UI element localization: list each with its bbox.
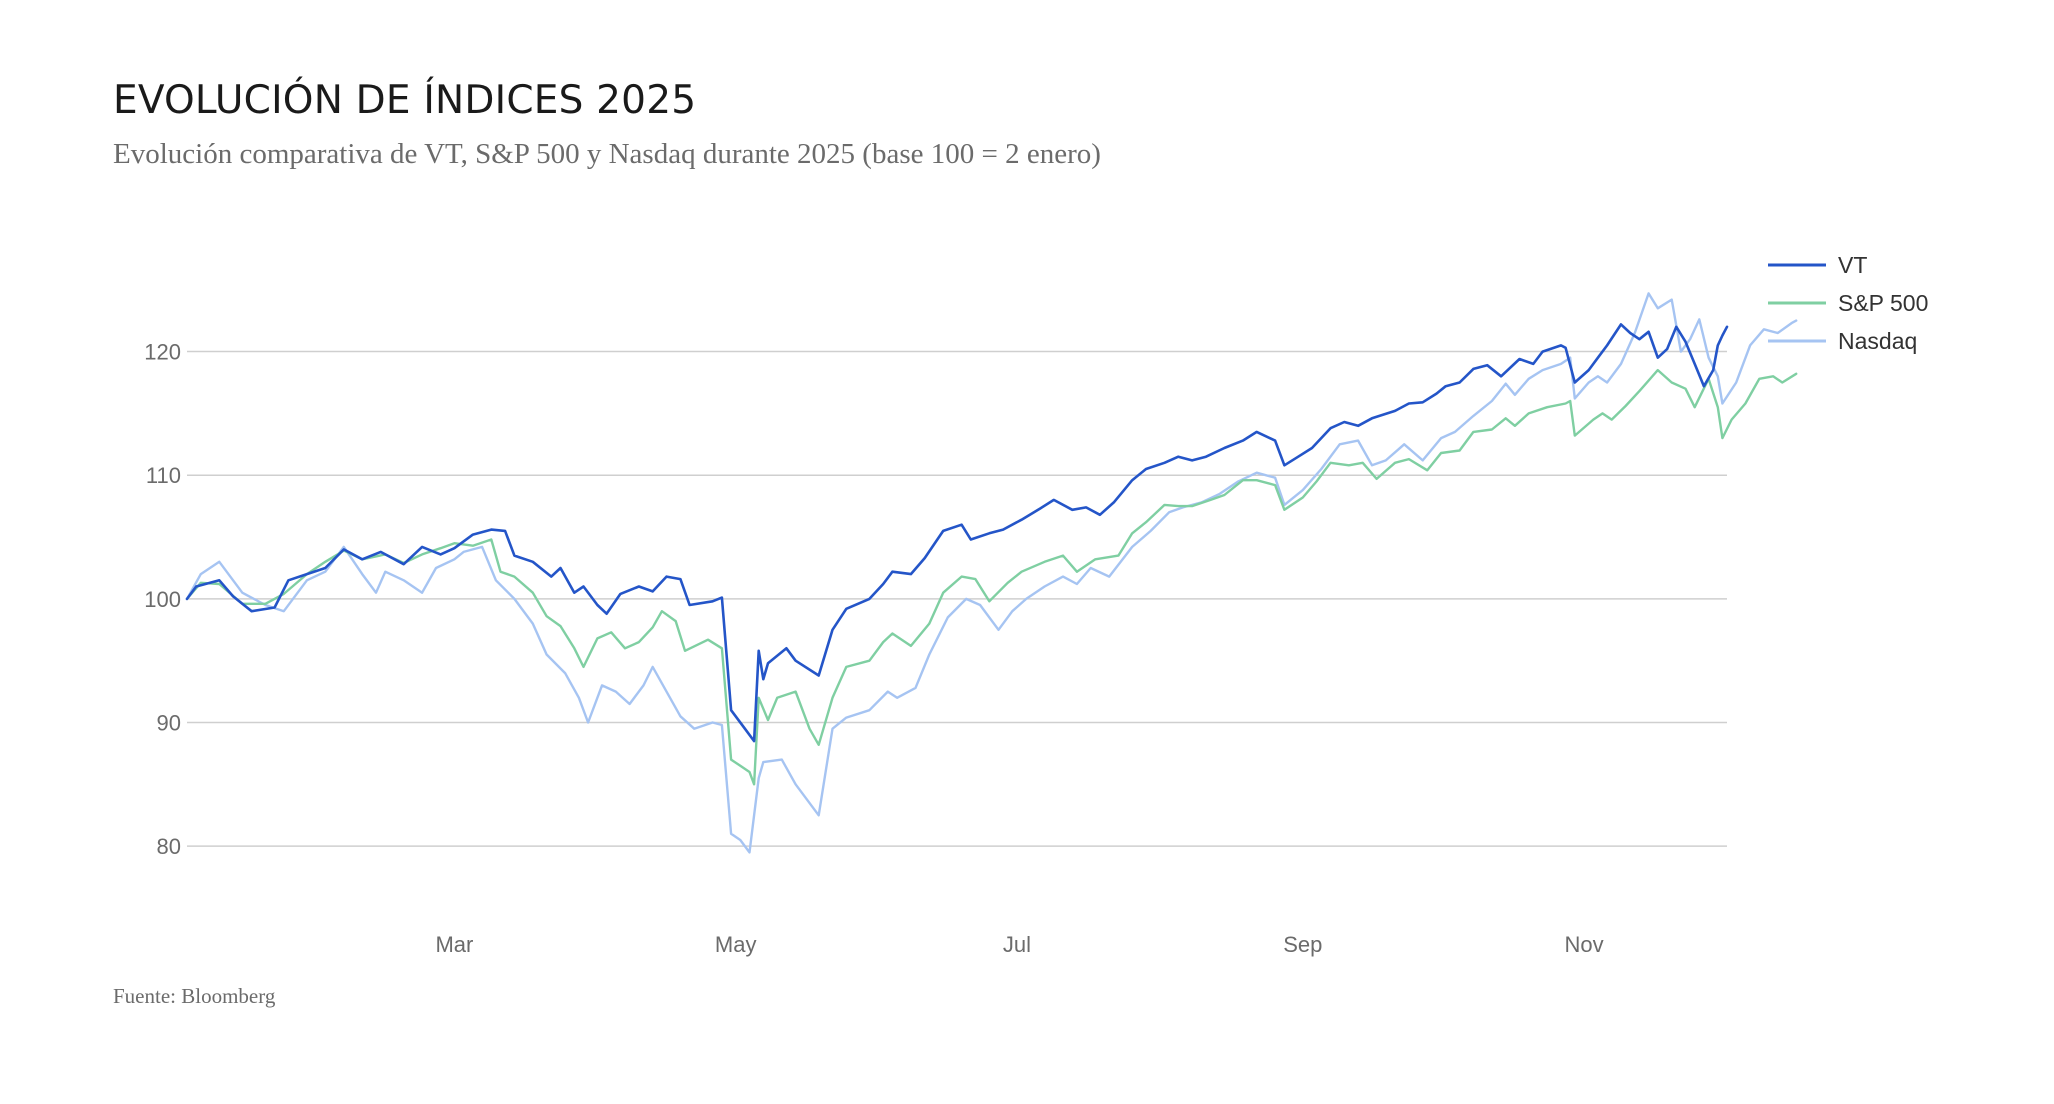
source-note: Fuente: Bloomberg — [113, 984, 276, 1008]
chart-title: EVOLUCIÓN DE ÍNDICES 2025 — [113, 78, 697, 123]
x-tick-label: Jul — [1003, 932, 1031, 957]
legend-label: VT — [1838, 252, 1867, 278]
x-tick-label: Sep — [1283, 932, 1322, 957]
series-line-s-p-500 — [185, 368, 1798, 786]
grid-lines — [187, 350, 1727, 847]
x-tick-label: Nov — [1565, 932, 1604, 957]
x-axis-ticks: Mar May Jul Sep Nov — [435, 932, 1603, 957]
y-tick-label: 80 — [157, 834, 181, 859]
y-tick-label: 110 — [146, 463, 181, 488]
chart-subtitle: Evolución comparativa de VT, S&P 500 y N… — [113, 138, 1101, 170]
legend: VT S&P 500 Nasdaq — [1768, 252, 1928, 354]
legend-label: Nasdaq — [1838, 328, 1917, 354]
series-line-nasdaq — [185, 292, 1798, 854]
y-tick-label: 120 — [144, 340, 181, 365]
legend-label: S&P 500 — [1838, 290, 1928, 316]
x-tick-label: May — [715, 932, 757, 957]
x-tick-label: Mar — [435, 932, 473, 957]
y-tick-label: 100 — [144, 587, 181, 612]
y-tick-label: 90 — [157, 711, 181, 736]
series-lines — [185, 292, 1798, 854]
y-axis-ticks: 80 90 100 110 120 — [144, 340, 181, 860]
series-line-vt — [185, 323, 1729, 743]
